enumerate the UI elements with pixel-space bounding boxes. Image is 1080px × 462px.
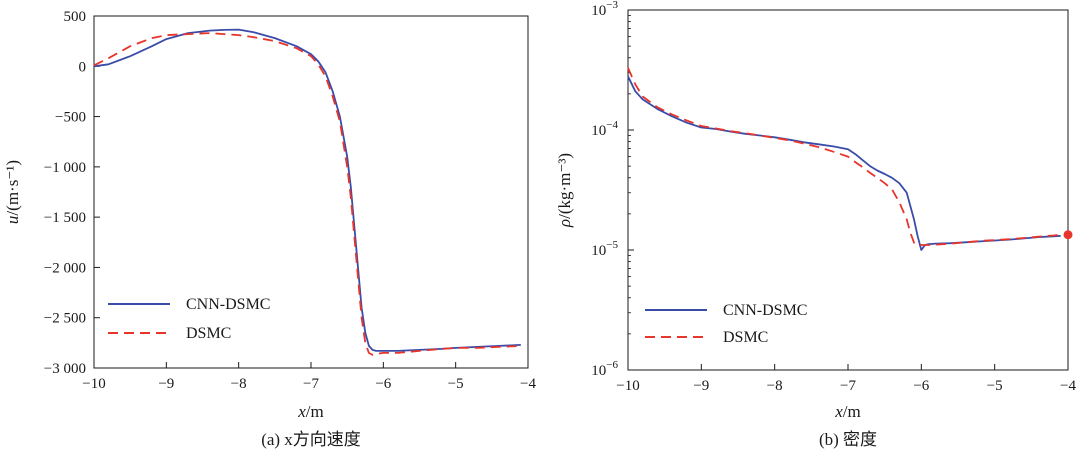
x-tick-label: −8 <box>767 378 783 394</box>
annotations-b <box>1063 230 1073 240</box>
series-line-cnn-dsmc <box>93 28 521 352</box>
y-axis-var-a: u <box>3 216 22 225</box>
series-line-dsmc <box>627 67 1061 246</box>
x-axis-var-b: x <box>834 402 843 421</box>
x-tick-label: −7 <box>303 376 319 392</box>
y-tick-label: 10−4 <box>591 119 618 139</box>
x-tick-label: −7 <box>840 378 856 394</box>
y-tick-label: 10−3 <box>591 0 618 19</box>
series-line-dsmc <box>93 32 521 356</box>
plot-frame-a <box>93 15 529 369</box>
y-tick-label: −500 <box>55 110 86 126</box>
y-tick-label: −1 500 <box>44 210 86 226</box>
plot-frame-b <box>627 9 1069 371</box>
legend-label-dsmc-b: DSMC <box>723 329 768 346</box>
series-line-cnn-dsmc <box>627 75 1061 251</box>
x-ticks-b: −10 −9 −8 −7 −6 −5 −4 <box>616 364 1076 394</box>
chart-panel-a: 500 0 −500 −1 000 −1 500 −2 000 −2 500 −3 000 −… <box>3 9 536 449</box>
caption-a: (a) x方向速度 <box>261 430 361 449</box>
legend-label-cnn-a: CNN-DSMC <box>186 296 270 313</box>
series-group-b <box>627 67 1061 251</box>
x-tick-label: −4 <box>520 376 536 392</box>
legend-b: CNN-DSMC DSMC <box>645 302 807 346</box>
x-tick-label: −4 <box>1060 378 1076 394</box>
y-tick-label: 500 <box>64 9 87 25</box>
y-axis-unit-b: /(kg·m⁻³) <box>555 153 574 219</box>
x-tick-label: −10 <box>616 378 639 394</box>
x-tick-label: −5 <box>987 378 1003 394</box>
y-axis-unit-a: /(m·s⁻¹) <box>3 160 22 216</box>
y-tick-label: −3 000 <box>44 361 86 377</box>
y-tick-label: 0 <box>79 59 87 75</box>
x-tick-label: −6 <box>913 378 929 394</box>
x-axis-var-a: x <box>297 402 306 421</box>
y-ticks-b: 10−3 10−4 10−5 10−6 <box>591 0 634 379</box>
legend-label-dsmc-a: DSMC <box>186 325 231 342</box>
x-tick-label: −9 <box>158 376 174 392</box>
x-axis-unit-b: /m <box>843 402 861 421</box>
chart-panel-b: 10−3 10−4 10−5 10−6 −10 −9 −8 −7 −6 −5 −4 ρ/(kg·m… <box>555 0 1076 449</box>
caption-b: (b) 密度 <box>819 430 877 449</box>
y-axis-title-b: ρ/(kg·m⁻³) <box>555 153 574 228</box>
legend-label-cnn-b: CNN-DSMC <box>723 302 807 319</box>
y-tick-label: −2 500 <box>44 311 86 327</box>
y-tick-label: −2 000 <box>44 260 86 276</box>
y-axis-title-a: u/(m·s⁻¹) <box>3 160 22 224</box>
endpoint-marker <box>1063 230 1073 240</box>
x-ticks-a: −10 −9 −8 −7 −6 −5 −4 <box>82 362 536 392</box>
x-tick-label: −5 <box>448 376 464 392</box>
y-axis-var-b: ρ <box>555 219 574 228</box>
legend-a: CNN-DSMC DSMC <box>108 296 270 342</box>
x-tick-label: −9 <box>693 378 709 394</box>
y-ticks-a: 500 0 −500 −1 000 −1 500 −2 000 −2 500 −3 000 <box>44 9 100 377</box>
x-axis-title-a: x/m <box>297 402 324 421</box>
y-tick-label: −1 000 <box>44 160 86 176</box>
series-group-a <box>93 28 521 356</box>
x-axis-title-b: x/m <box>834 402 861 421</box>
y-tick-label: 10−6 <box>591 359 618 379</box>
x-tick-label: −10 <box>82 376 105 392</box>
x-tick-label: −8 <box>231 376 247 392</box>
y-tick-label: 10−5 <box>591 239 618 259</box>
x-axis-unit-a: /m <box>306 402 324 421</box>
x-tick-label: −6 <box>375 376 391 392</box>
